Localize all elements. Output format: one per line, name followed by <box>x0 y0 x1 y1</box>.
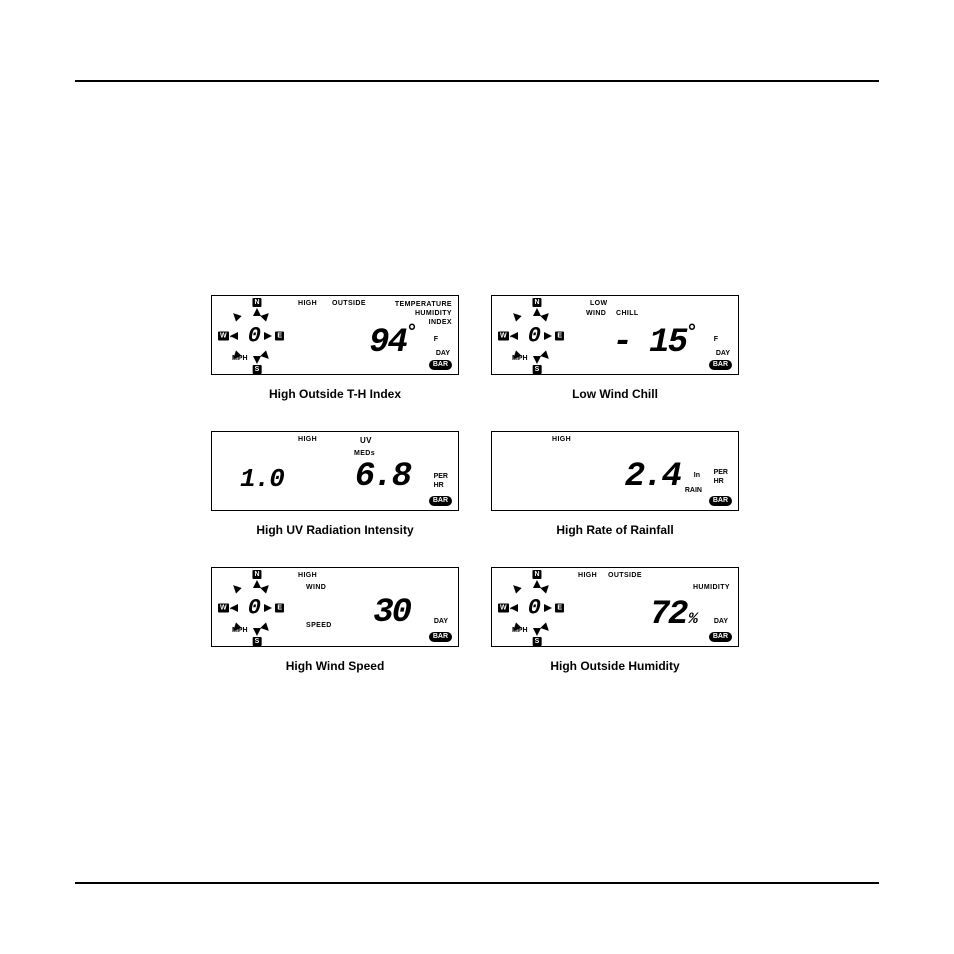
speed-label: SPEED <box>306 622 332 629</box>
compass-rose: N S E W 0 MPH ← <box>498 298 576 374</box>
main-value: 94 <box>369 324 416 362</box>
mph-label: MPH <box>232 355 248 362</box>
panel-wind-speed: N S E W 0 MPH ← HIGH WIND SPEED 30 DAY B… <box>210 567 460 687</box>
compass-e: E <box>555 604 564 613</box>
panel-wind-chill: N S E W 0 MPH ← LOW WIND CHILL - 15 F DA… <box>490 295 740 415</box>
compass-n: N <box>252 298 261 307</box>
hilo-label: HIGH <box>298 572 317 579</box>
compass-value: 0 <box>528 596 540 621</box>
caption: Low Wind Chill <box>572 387 658 401</box>
hilo-label: HIGH <box>552 436 571 443</box>
w-arrow-icon: ← <box>508 330 517 340</box>
caption: High Outside T-H Index <box>269 387 401 401</box>
unit-f: F <box>714 336 718 343</box>
caption: High UV Radiation Intensity <box>256 523 413 537</box>
bar-badge: BAR <box>429 496 452 506</box>
hilo-label: HIGH <box>298 300 317 307</box>
caption: High Outside Humidity <box>550 659 679 673</box>
rain-label: RAIN <box>685 487 702 494</box>
mph-label: MPH <box>512 627 528 634</box>
compass-rose: N S E W 0 MPH ← <box>498 570 576 646</box>
compass-n: N <box>252 570 261 579</box>
bottom-rule <box>75 882 879 884</box>
caption: High Rate of Rainfall <box>556 523 673 537</box>
temp-hum-index-label: TEMPERATURE HUMIDITY INDEX <box>395 300 452 327</box>
hilo-label: LOW <box>590 300 608 307</box>
compass-e: E <box>555 332 564 341</box>
per-hr: PER HR <box>434 472 448 490</box>
lcd-wind-speed: N S E W 0 MPH ← HIGH WIND SPEED 30 DAY B… <box>211 567 459 647</box>
bar-badge: BAR <box>429 632 452 642</box>
hilo-label: HIGH <box>578 572 597 579</box>
bar-badge: BAR <box>429 360 452 370</box>
main-value: 6.8 <box>355 458 410 496</box>
wind-label: WIND <box>306 584 326 591</box>
mph-label: MPH <box>512 355 528 362</box>
period-day: DAY <box>434 618 448 625</box>
main-value: - 15 <box>612 324 696 362</box>
compass-rose: N S E W 0 MPH ← <box>218 570 296 646</box>
compass-value: 0 <box>248 324 260 349</box>
humidity-label: HUMIDITY <box>693 584 730 591</box>
per-hr: PER HR <box>714 468 728 486</box>
lcd-wind-chill: N S E W 0 MPH ← LOW WIND CHILL - 15 F DA… <box>491 295 739 375</box>
compass-s: S <box>253 637 262 646</box>
hilo-label: HIGH <box>298 436 317 443</box>
period-day: DAY <box>436 350 450 357</box>
bar-badge: BAR <box>709 360 732 370</box>
compass-value: 0 <box>528 324 540 349</box>
panel-humidity: N S E W 0 MPH ← HIGH OUTSIDE HUMIDITY 72… <box>490 567 740 687</box>
top-rule <box>75 80 879 82</box>
wind-label: WIND <box>586 310 606 317</box>
left-value: 1.0 <box>240 464 284 494</box>
compass-s: S <box>253 365 262 374</box>
unit-f: F <box>434 336 438 343</box>
unit-in: In <box>694 472 700 479</box>
compass-n: N <box>532 298 541 307</box>
panel-th-index: N S E W 0 MPH ← HIGH OUTSIDE TEMPERATURE… <box>210 295 460 415</box>
compass-s: S <box>533 637 542 646</box>
bar-badge: BAR <box>709 496 732 506</box>
w-arrow-icon: ← <box>228 330 237 340</box>
outside-label: OUTSIDE <box>608 572 642 579</box>
compass-s: S <box>533 365 542 374</box>
outside-label: OUTSIDE <box>332 300 366 307</box>
chill-label: CHILL <box>616 310 639 317</box>
panel-rainfall: HIGH 2.4 In PER HR RAIN BAR High Rate of… <box>490 431 740 551</box>
main-value: 72 <box>650 596 696 634</box>
panel-uv: HIGH UV MEDs 1.0 6.8 PER HR BAR High UV … <box>210 431 460 551</box>
w-arrow-icon: ← <box>508 602 517 612</box>
compass-e: E <box>275 604 284 613</box>
period-day: DAY <box>716 350 730 357</box>
w-arrow-icon: ← <box>228 602 237 612</box>
main-value: 30 <box>373 594 410 632</box>
compass-e: E <box>275 332 284 341</box>
lcd-rainfall: HIGH 2.4 In PER HR RAIN BAR <box>491 431 739 511</box>
compass-value: 0 <box>248 596 260 621</box>
page: N S E W 0 MPH ← HIGH OUTSIDE TEMPERATURE… <box>0 0 954 954</box>
caption: High Wind Speed <box>286 659 385 673</box>
lcd-uv: HIGH UV MEDs 1.0 6.8 PER HR BAR <box>211 431 459 511</box>
lcd-humidity: N S E W 0 MPH ← HIGH OUTSIDE HUMIDITY 72… <box>491 567 739 647</box>
panel-grid: N S E W 0 MPH ← HIGH OUTSIDE TEMPERATURE… <box>210 295 740 687</box>
period-day: DAY <box>714 618 728 625</box>
bar-badge: BAR <box>709 632 732 642</box>
meds-label: MEDs <box>354 450 375 457</box>
mph-label: MPH <box>232 627 248 634</box>
uv-label: UV <box>360 436 372 445</box>
compass-rose: N S E W 0 MPH ← <box>218 298 296 374</box>
compass-n: N <box>532 570 541 579</box>
lcd-th-index: N S E W 0 MPH ← HIGH OUTSIDE TEMPERATURE… <box>211 295 459 375</box>
main-value: 2.4 <box>625 458 680 496</box>
